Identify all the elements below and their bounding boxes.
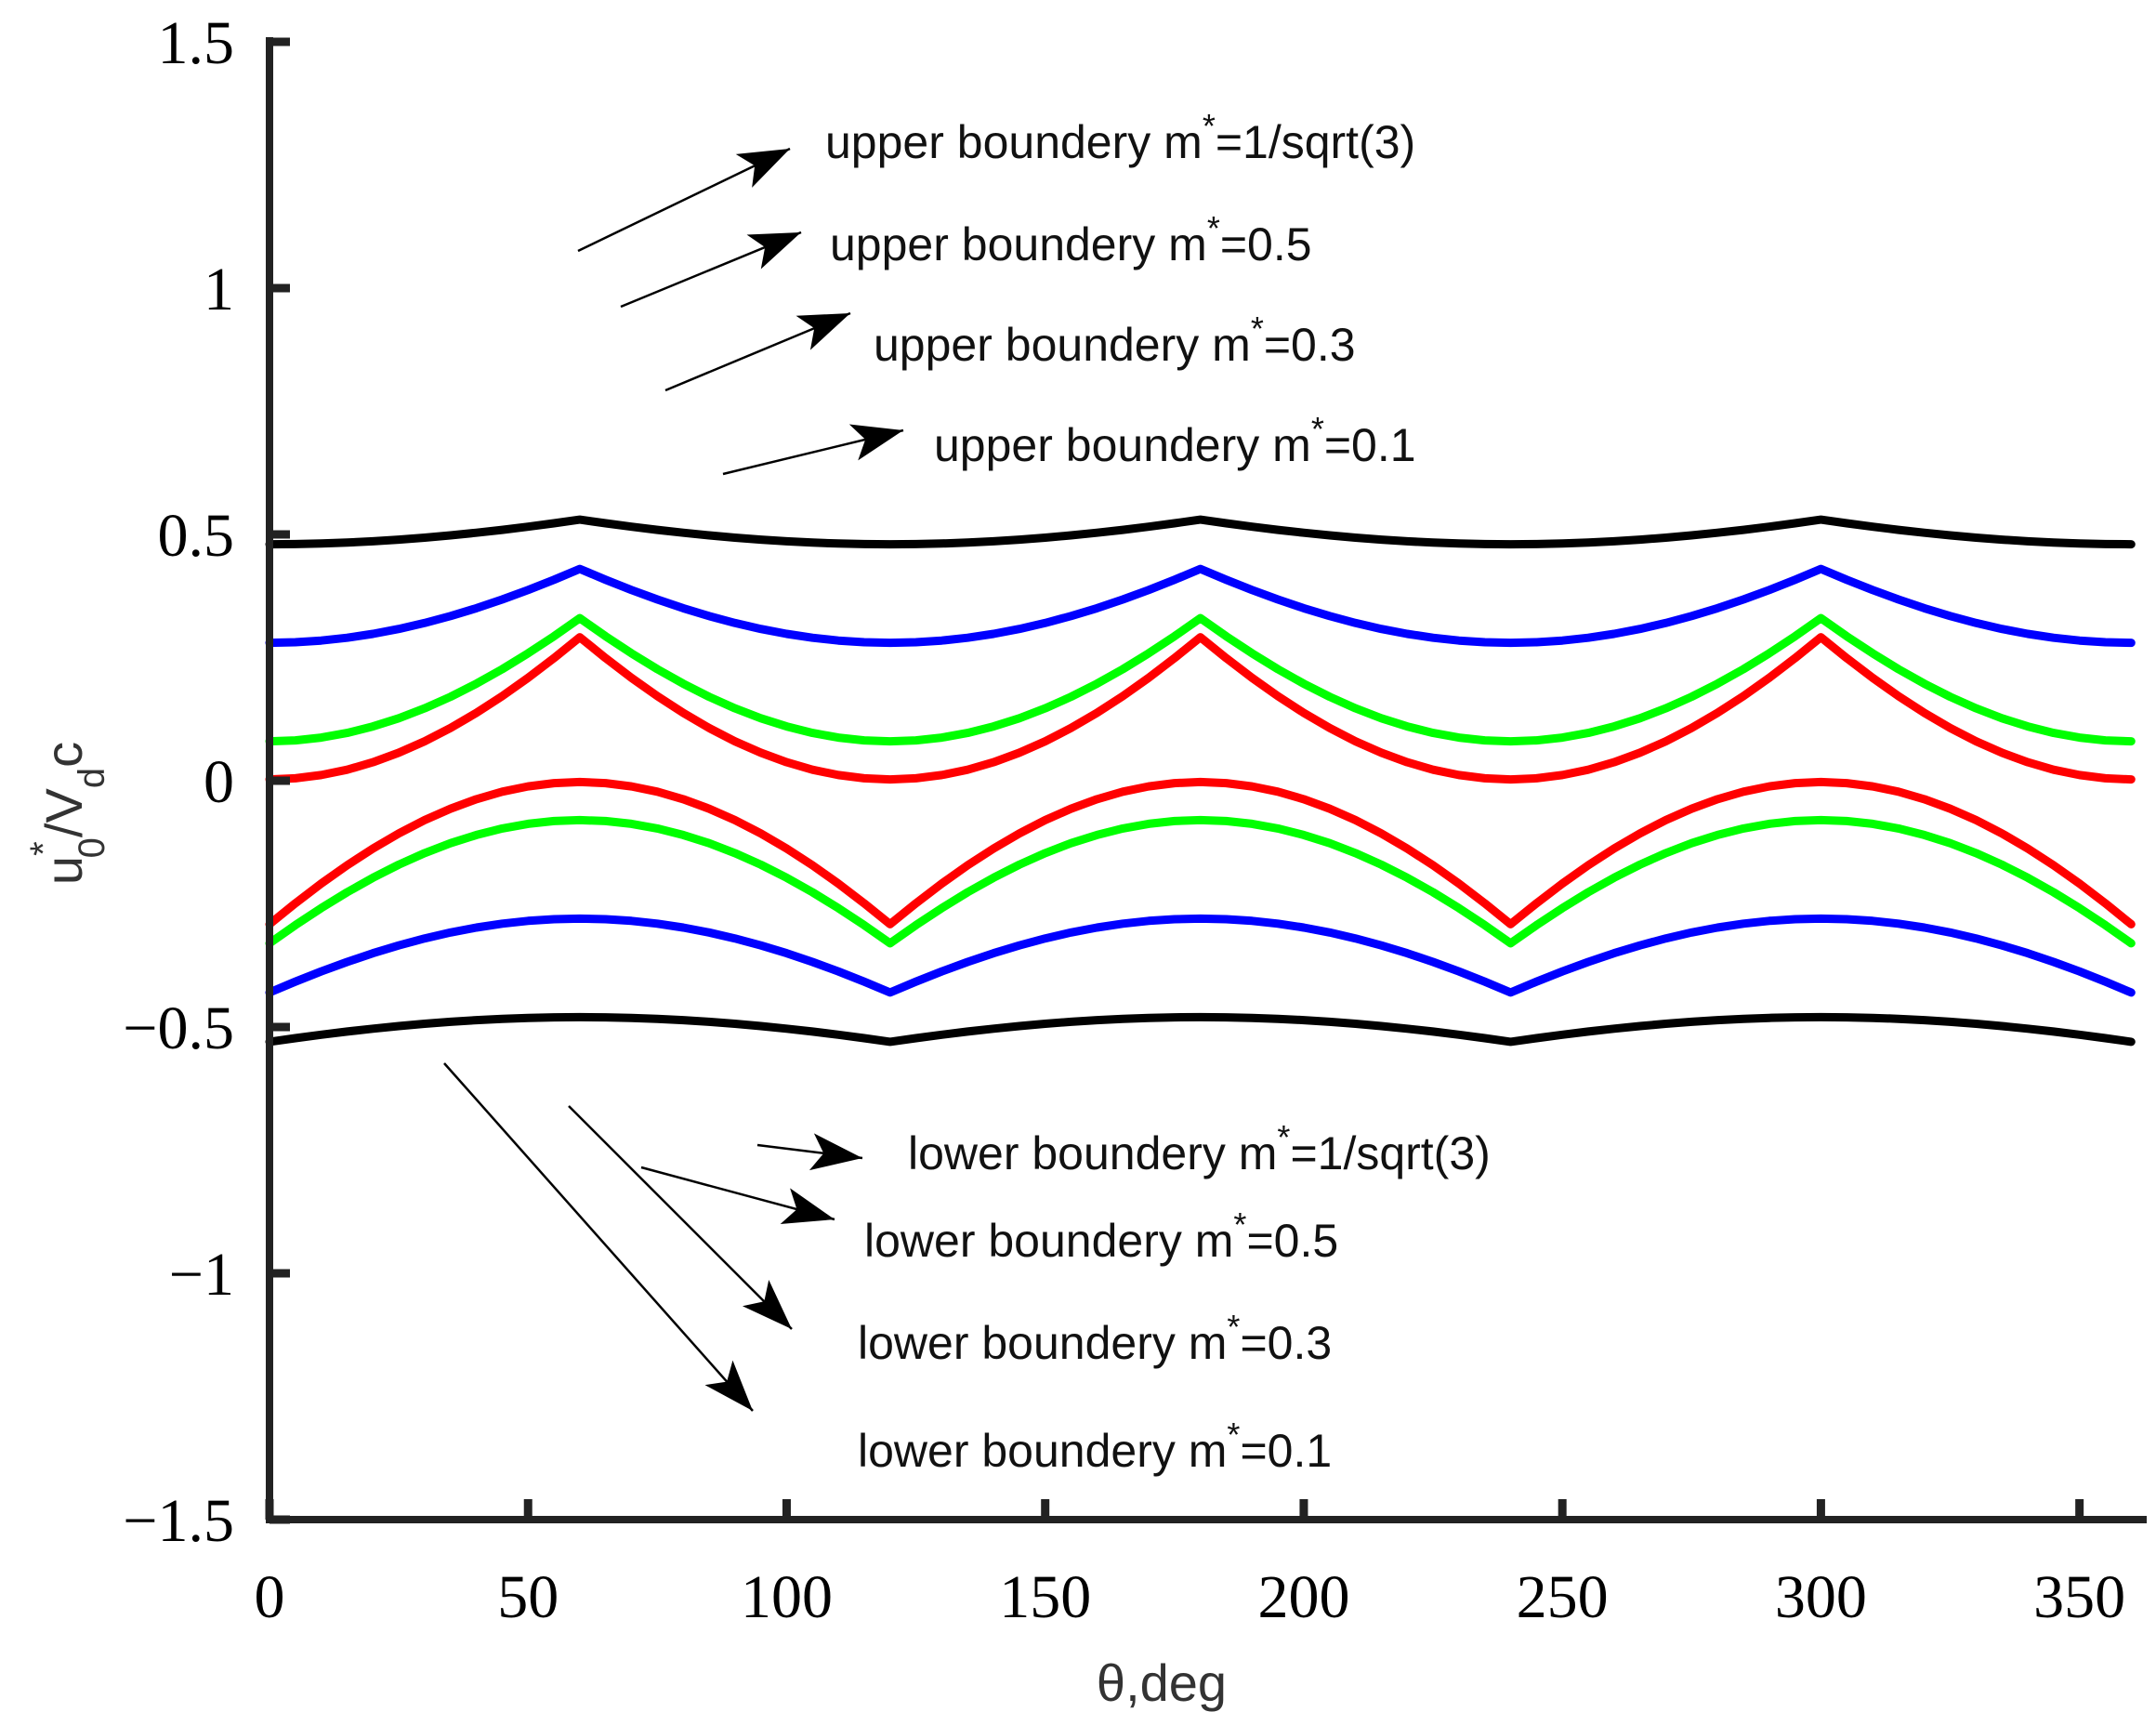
annotation-arrowhead-1 [735, 149, 790, 188]
series-line-5 [265, 777, 2136, 928]
annotation-label-7: lower boundery m*=0.3 [858, 1308, 1332, 1369]
annotation-label-8: lower boundery m*=0.1 [858, 1416, 1332, 1477]
annotation-arrow-line-8 [443, 1062, 754, 1412]
annotation-label-1: upper boundery m*=1/sqrt(3) [825, 107, 1415, 168]
x-tick-label-100: 100 [741, 1563, 833, 1631]
annotation-label-6: lower boundery m*=0.5 [864, 1205, 1338, 1267]
series-line-3 [265, 564, 2136, 648]
y-tick-label--1: −1 [169, 1241, 234, 1309]
series-line-4 [265, 515, 2136, 549]
series-line-7 [265, 914, 2136, 997]
text-layer: 0 50 100 150 200 250 300 350 1.5 1 0.5 0 −0.5 −1 −1.5 θ… [23, 9, 2125, 1712]
annotation-arrowhead-7 [742, 1279, 792, 1329]
series-layer [265, 515, 2136, 1047]
annotation-arrowhead-5 [808, 1133, 862, 1171]
annotation-label-5: lower boundery m*=1/sqrt(3) [908, 1118, 1491, 1179]
annotation-arrowhead-3 [795, 313, 850, 350]
y-tick-label-0.5: 0.5 [158, 502, 235, 570]
annotation-arrowhead-8 [704, 1360, 753, 1411]
series-line-2 [265, 613, 2136, 746]
y-tick-label-0: 0 [204, 748, 234, 816]
annotation-arrow-line-7 [568, 1105, 793, 1330]
annotation-label-3: upper boundery m*=0.3 [874, 309, 1356, 371]
x-tick-label-350: 350 [2033, 1563, 2125, 1631]
x-tick-label-300: 300 [1775, 1563, 1867, 1631]
y-tick-label-1: 1 [204, 256, 234, 323]
y-tick-label-1.5: 1.5 [158, 9, 235, 77]
annotation-arrowhead-6 [780, 1188, 835, 1225]
axes [265, 37, 2147, 1524]
series-line-6 [265, 815, 2136, 948]
annotation-arrows [443, 147, 904, 1412]
x-tick-label-50: 50 [497, 1563, 559, 1631]
y-axis-title: u* 0/Vdc [23, 742, 112, 885]
annotation-label-2: upper boundery m*=0.5 [830, 209, 1312, 270]
x-axis-title: θ,deg [1097, 1653, 1227, 1712]
y-tick-label--0.5: −0.5 [123, 994, 234, 1062]
series-line-8 [265, 1012, 2136, 1047]
x-tick-label-200: 200 [1257, 1563, 1349, 1631]
annotation-label-4: upper boundery m*=0.1 [934, 410, 1416, 471]
annotation-arrowhead-4 [848, 424, 903, 461]
x-tick-label-150: 150 [999, 1563, 1091, 1631]
x-tick-label-250: 250 [1517, 1563, 1609, 1631]
annotation-arrowhead-2 [746, 232, 801, 270]
y-tick-label--1.5: −1.5 [123, 1487, 234, 1555]
series-line-1 [265, 633, 2136, 784]
x-tick-label-0: 0 [255, 1563, 285, 1631]
annotation-arrow-line-1 [577, 147, 791, 253]
